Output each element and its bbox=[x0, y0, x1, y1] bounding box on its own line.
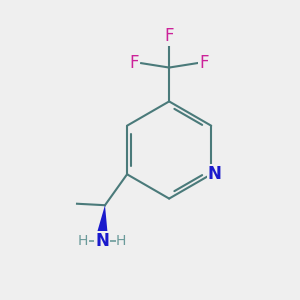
Text: F: F bbox=[130, 54, 139, 72]
Text: H: H bbox=[78, 233, 88, 248]
Text: F: F bbox=[164, 27, 174, 45]
Polygon shape bbox=[96, 205, 108, 237]
Text: N: N bbox=[208, 165, 222, 183]
Text: N: N bbox=[95, 232, 109, 250]
Text: H: H bbox=[116, 233, 126, 248]
Text: F: F bbox=[199, 54, 208, 72]
